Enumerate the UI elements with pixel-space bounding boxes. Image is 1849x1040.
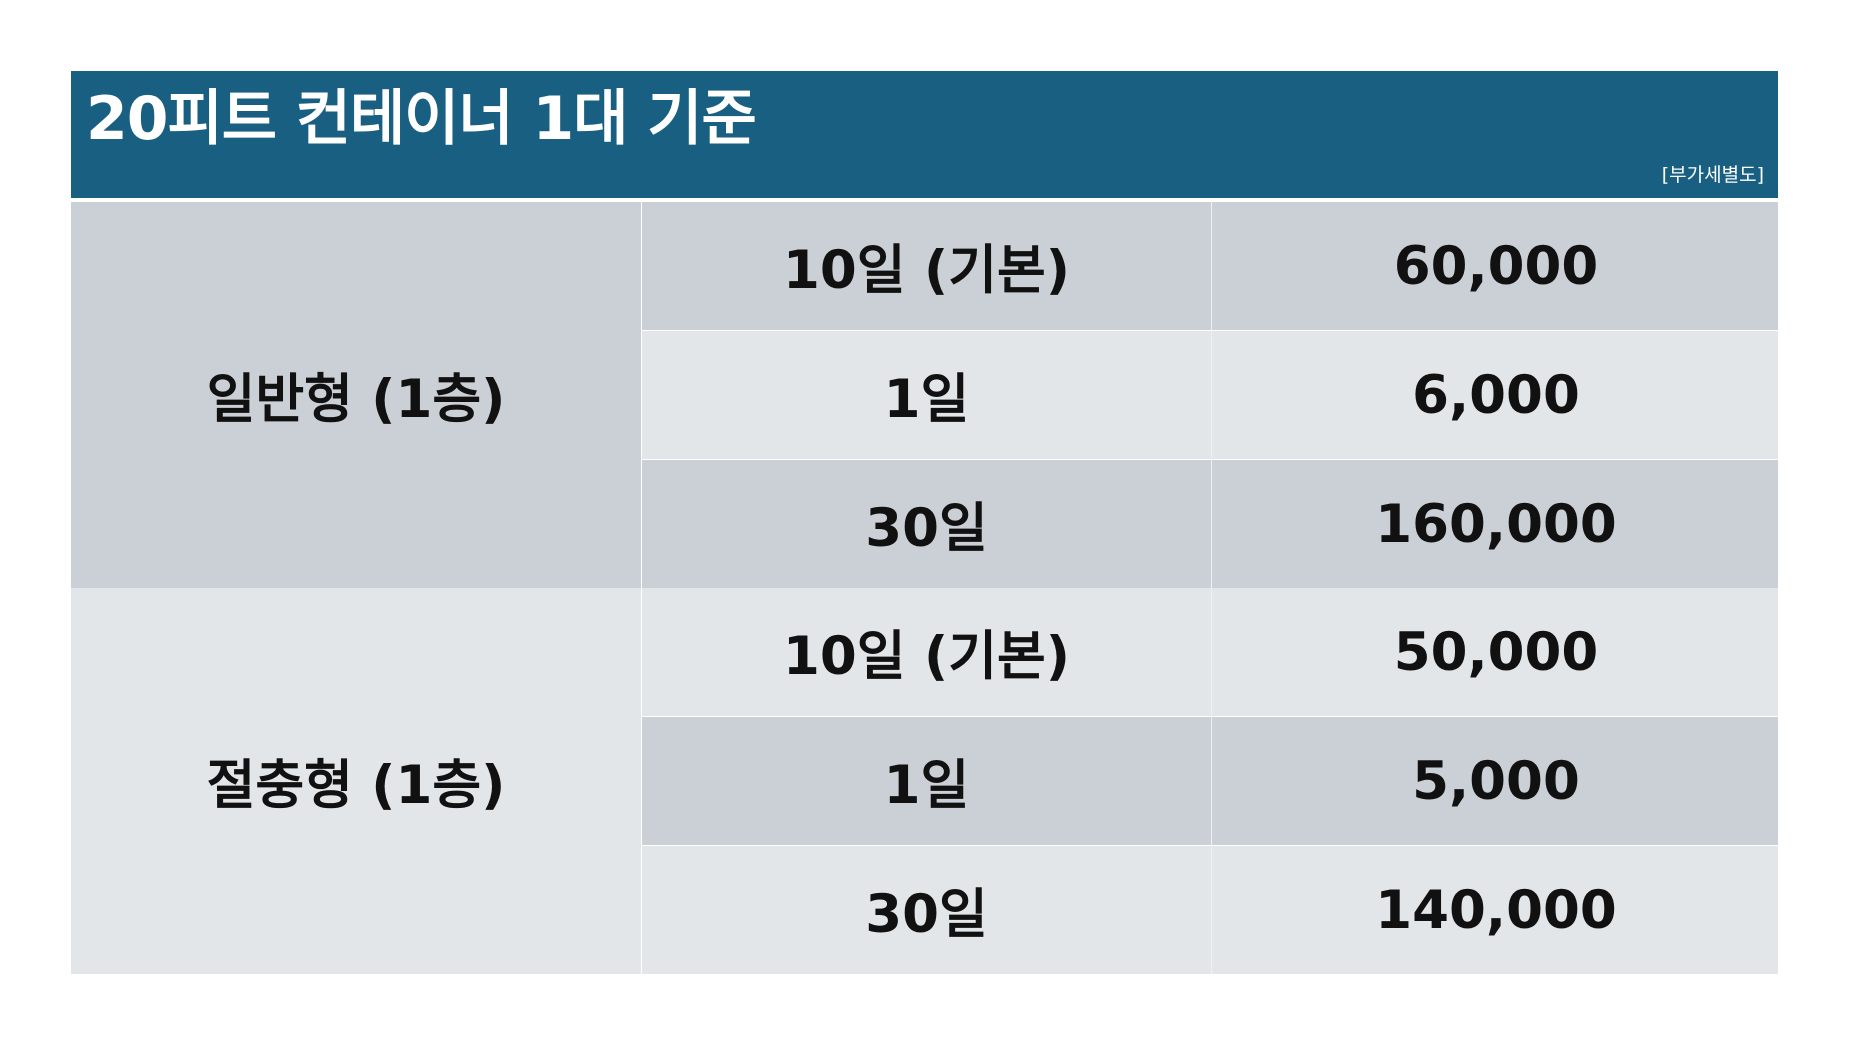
table-row: 10일 (기본) 50,000 xyxy=(642,588,1778,716)
price-cell: 5,000 xyxy=(1412,750,1580,812)
table-row: 1일 6,000 xyxy=(642,331,1778,459)
price-cell: 6,000 xyxy=(1412,364,1580,426)
table-header: 20피트 컨테이너 1대 기준 [부가세별도] xyxy=(71,71,1778,198)
table-row: 30일 140,000 xyxy=(642,846,1778,974)
group-label-compromise: 절충형 (1층) xyxy=(71,588,641,974)
price-table: 일반형 (1층) 절충형 (1층) 10일 (기본) 60,000 1일 6,0… xyxy=(71,202,1778,974)
period-cell: 30일 xyxy=(642,846,1212,974)
price-cell: 160,000 xyxy=(1375,493,1617,555)
table-row: 10일 (기본) 60,000 xyxy=(642,202,1778,330)
group-label-standard: 일반형 (1층) xyxy=(71,202,641,588)
vat-excluded-note: [부가세별도] xyxy=(1661,164,1764,186)
page-title: 20피트 컨테이너 1대 기준 xyxy=(86,84,757,154)
price-table-card: 20피트 컨테이너 1대 기준 [부가세별도] 일반형 (1층) 절충형 (1층… xyxy=(71,71,1778,974)
period-cell: 1일 xyxy=(642,331,1212,459)
period-cell: 10일 (기본) xyxy=(642,202,1212,330)
period-cell: 1일 xyxy=(642,717,1212,845)
price-cell: 60,000 xyxy=(1393,235,1599,297)
table-row: 30일 160,000 xyxy=(642,460,1778,588)
price-cell: 140,000 xyxy=(1375,879,1617,941)
price-cell: 50,000 xyxy=(1393,621,1599,683)
period-cell: 30일 xyxy=(642,460,1212,588)
table-row: 1일 5,000 xyxy=(642,717,1778,845)
period-cell: 10일 (기본) xyxy=(642,588,1212,716)
